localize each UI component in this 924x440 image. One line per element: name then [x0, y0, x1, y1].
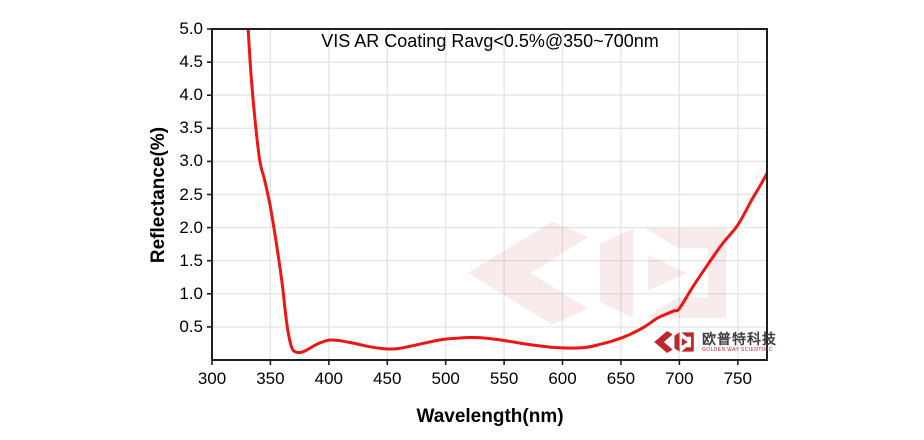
y-tick-label: 2.5 — [179, 184, 203, 204]
chart-title: VIS AR Coating Ravg<0.5%@350~700nm — [321, 31, 659, 51]
reflectance-curve — [246, 29, 767, 355]
gridlines — [212, 29, 767, 360]
watermark-logo — [468, 221, 726, 325]
y-tick-label: 2.0 — [179, 217, 203, 237]
x-tick-label: 450 — [373, 369, 402, 388]
axis-frame — [207, 28, 768, 365]
y-tick-label: 4.5 — [179, 52, 203, 72]
x-tick-label: 400 — [314, 369, 344, 388]
x-tick-label: 500 — [431, 369, 460, 388]
company-logo: 欧普特科技 GOLDEN WAY SCIENTIFIC — [651, 330, 777, 354]
company-logo-text: 欧普特科技 GOLDEN WAY SCIENTIFIC — [702, 332, 777, 353]
logo-text-cn: 欧普特科技 — [702, 330, 777, 347]
x-tick-label: 600 — [548, 369, 577, 388]
x-tick-label: 750 — [723, 369, 752, 388]
y-tick-label: 1.0 — [179, 283, 203, 303]
logo-text-en: GOLDEN WAY SCIENTIFIC — [702, 346, 773, 353]
y-tick-label: 3.0 — [179, 151, 203, 171]
y-tick-label: 0.5 — [179, 316, 203, 336]
x-tick-label: 350 — [256, 369, 285, 388]
reflectance-line — [246, 29, 767, 355]
x-tick-label: 650 — [606, 369, 636, 388]
company-logo-mark-icon — [651, 330, 697, 354]
x-axis-title: Wavelength(nm) — [416, 406, 564, 427]
x-tick-label: 700 — [665, 369, 694, 388]
y-tick-label: 4.0 — [179, 85, 203, 105]
y-tick-label: 1.5 — [179, 250, 203, 270]
x-tick-label: 300 — [197, 369, 227, 388]
watermark-mark-icon — [468, 221, 726, 325]
y-tick-label: 3.5 — [179, 118, 203, 138]
x-tick-label: 550 — [489, 369, 519, 388]
y-tick-label: 5.0 — [179, 19, 203, 38]
